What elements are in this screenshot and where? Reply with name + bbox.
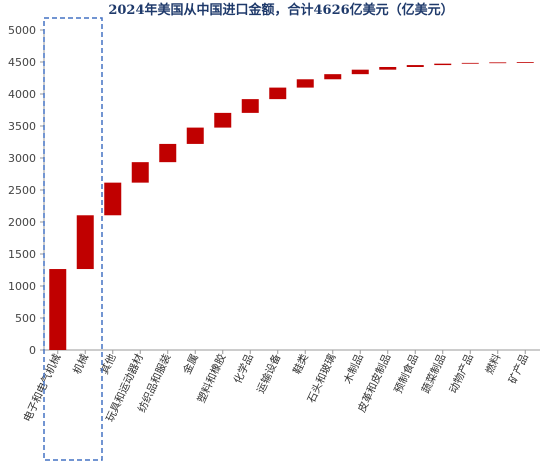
highlight-box — [43, 17, 103, 461]
bar-4 — [159, 143, 177, 163]
bar-17 — [516, 62, 534, 63]
y-tick-label: 1000 — [8, 280, 36, 293]
bar-12 — [379, 66, 397, 70]
x-tick-label: 矿产品 — [506, 352, 531, 386]
x-tick-label: 运输设备 — [254, 351, 284, 395]
y-tick-label: 500 — [15, 312, 36, 325]
x-tick-label: 金属 — [180, 352, 201, 377]
x-tick-label: 机械 — [70, 351, 91, 376]
y-tick-label: 2000 — [8, 216, 36, 229]
bar-10 — [324, 74, 342, 80]
bars — [49, 62, 534, 350]
x-tick-label: 鞋类 — [290, 351, 311, 376]
bar-14 — [434, 63, 452, 66]
x-tick-label: 燃料 — [483, 351, 504, 376]
y-tick-label: 5000 — [8, 24, 36, 37]
bar-15 — [461, 62, 479, 64]
x-tick-label: 其他 — [98, 351, 119, 376]
bar-13 — [406, 65, 424, 67]
bar-9 — [296, 79, 314, 88]
y-tick-label: 0 — [29, 344, 36, 357]
x-tick-label: 预制食品 — [391, 352, 421, 396]
bar-5 — [186, 127, 204, 144]
y-tick-label: 4000 — [8, 88, 36, 101]
x-tick-label: 木制品 — [341, 352, 366, 386]
bar-11 — [351, 69, 369, 75]
x-tick-label: 蔬菜制品 — [419, 352, 449, 396]
y-tick-label: 1500 — [8, 248, 36, 261]
y-tick-label: 3000 — [8, 152, 36, 165]
bar-16 — [489, 62, 507, 64]
bar-0 — [49, 269, 67, 350]
y-tick-label: 4500 — [8, 56, 36, 69]
bar-8 — [269, 87, 287, 100]
bar-6 — [214, 112, 232, 128]
y-axis-ticks: 0 500 1000 1500 2000 2500 3000 3500 4000 4500 5000 — [8, 24, 44, 357]
x-tick-label: 电子和电气机械 — [21, 351, 64, 424]
bar-7 — [241, 99, 259, 113]
bar-1 — [76, 215, 94, 270]
x-tick-label: 化学品 — [231, 352, 256, 386]
bar-3 — [131, 162, 149, 183]
x-tick-label: 动物产品 — [446, 352, 476, 396]
y-tick-label: 2500 — [8, 184, 36, 197]
y-tick-label: 3500 — [8, 120, 36, 133]
chart-title: 2024年美国从中国进口金额，合计4626亿美元（亿美元） — [108, 2, 453, 18]
bar-2 — [104, 182, 122, 216]
